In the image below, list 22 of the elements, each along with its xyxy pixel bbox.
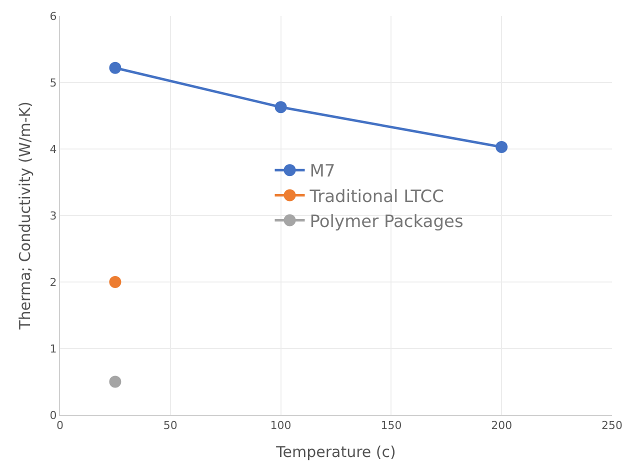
- x-tick-label: 100: [270, 419, 292, 432]
- x-tick-label: 200: [491, 419, 512, 432]
- y-tick-label: 3: [50, 209, 57, 222]
- legend-label: Polymer Packages: [310, 212, 464, 232]
- point: [274, 101, 287, 114]
- y-tick-label: 5: [50, 76, 57, 90]
- x-tick-label: 250: [602, 419, 622, 432]
- point: [496, 141, 508, 154]
- y-tick-label: 2: [50, 276, 57, 289]
- legend-label: M7: [310, 162, 336, 182]
- y-tick-label: 1: [50, 342, 57, 356]
- y-tick-label: 4: [50, 142, 57, 156]
- y-axis-title: Therma; Conductivity (W/m-K): [16, 102, 34, 330]
- point: [109, 62, 122, 74]
- x-axis-title: Temperature (c): [275, 443, 396, 462]
- y-tick-label: 6: [50, 10, 57, 23]
- point: [109, 276, 122, 288]
- point: [109, 376, 122, 388]
- x-tick-label: 150: [380, 419, 402, 432]
- legend-label: Traditional LTCC: [308, 186, 444, 207]
- y-tick-label: 0: [50, 408, 57, 422]
- x-tick-label: 50: [163, 419, 178, 432]
